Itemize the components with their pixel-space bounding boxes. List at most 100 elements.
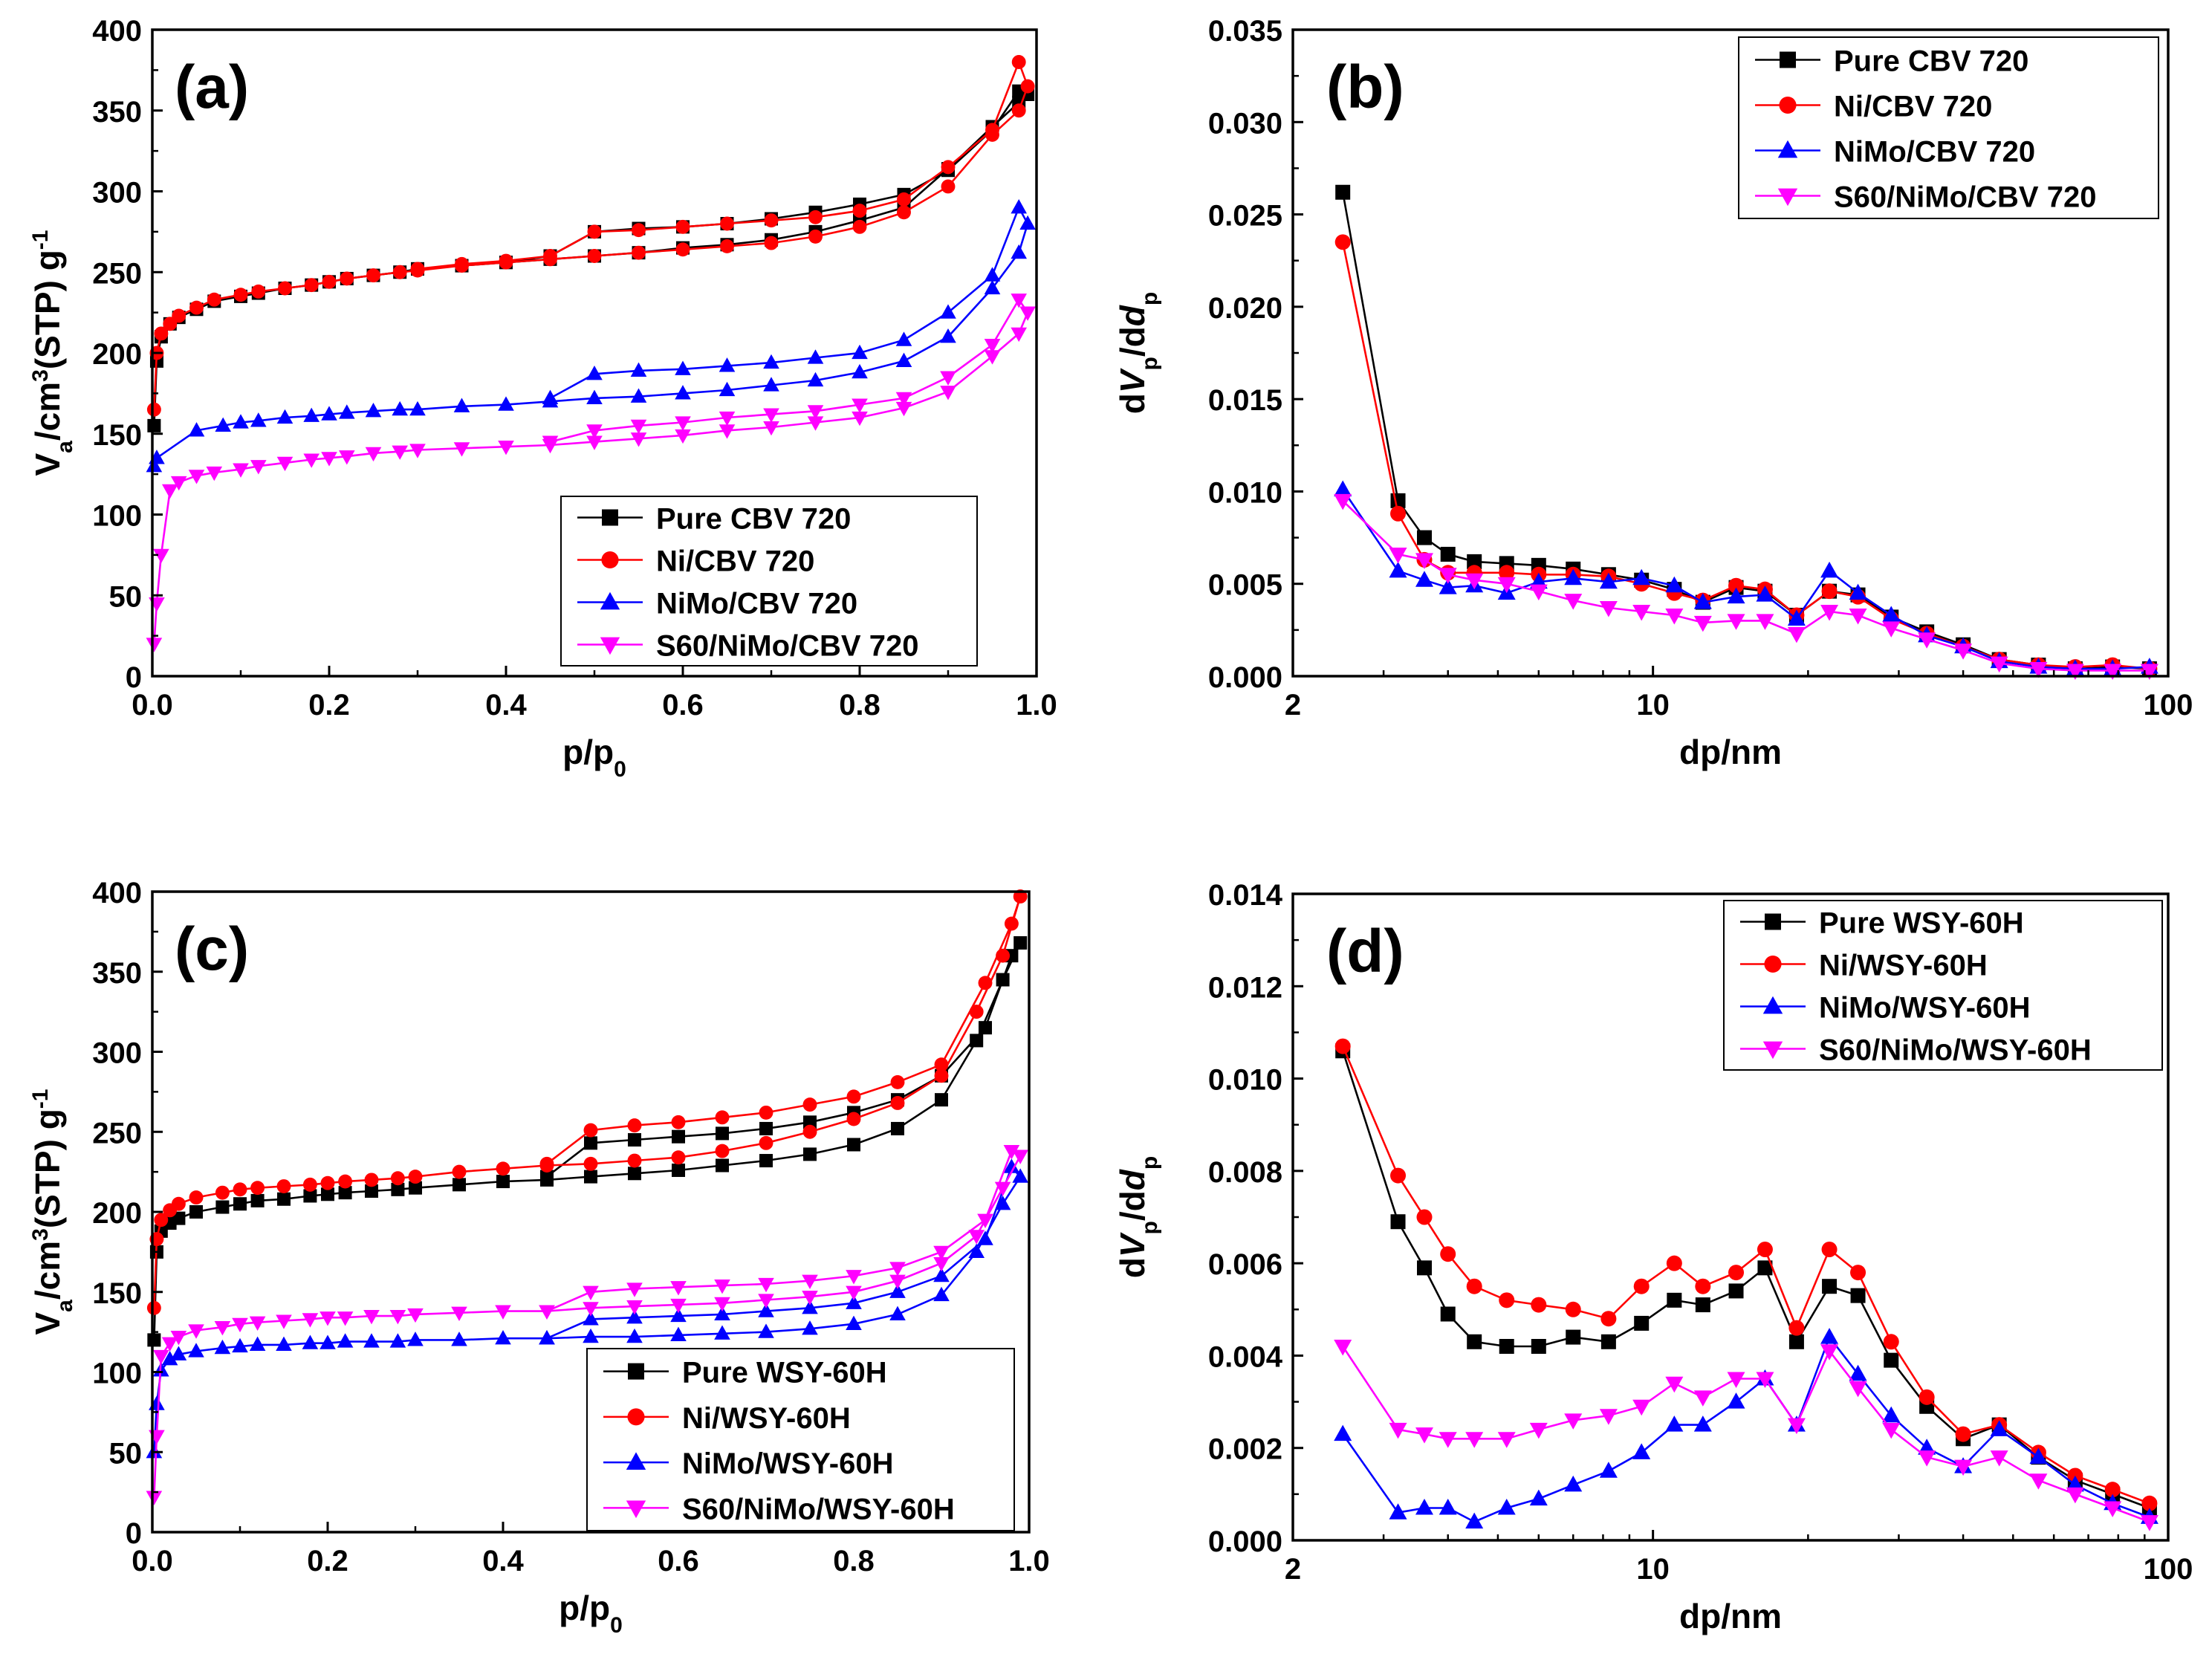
data-point [1439, 1499, 1457, 1515]
data-point [759, 1105, 773, 1120]
y-axis-label: dVp/ddp [1113, 1156, 1162, 1278]
data-point [2141, 1495, 2158, 1511]
data-point [1634, 1315, 1650, 1331]
legend-marker [1777, 140, 1798, 158]
data-point [763, 408, 779, 423]
data-point [852, 344, 868, 360]
data-point [303, 407, 320, 422]
data-point [542, 435, 559, 450]
data-point [941, 179, 956, 194]
legend-label: Ni/WSY-60H [682, 1402, 851, 1435]
data-point [584, 1136, 597, 1150]
data-point [495, 1329, 511, 1345]
data-point [170, 1330, 187, 1346]
data-point [847, 1138, 860, 1152]
data-point [1529, 1489, 1548, 1506]
legend-label: Pure WSY-60H [1819, 907, 2024, 940]
data-point [1693, 1390, 1712, 1407]
data-point [339, 404, 355, 419]
legend-label: NiMo/CBV 720 [656, 588, 857, 620]
data-point [543, 249, 557, 263]
data-point [1820, 1344, 1839, 1360]
panel-b: 0.000 0.005 0.010 0.015 0.020 0.025 0.030 0.035… [1113, 15, 2193, 771]
data-point [1334, 1424, 1352, 1441]
data-point [146, 1491, 163, 1505]
data-point [1632, 568, 1651, 586]
data-point [1011, 103, 1026, 118]
data-point [895, 392, 912, 407]
data-point [147, 418, 161, 432]
y-tick-label: 300 [92, 177, 142, 210]
data-point [250, 412, 267, 427]
data-point [451, 1332, 467, 1346]
data-point [1390, 1167, 1407, 1184]
series-line-a-1 [153, 59, 1029, 410]
data-point [1918, 632, 1936, 649]
series-a-3 [146, 293, 1036, 652]
data-point [162, 484, 178, 499]
data-point [496, 1161, 510, 1176]
data-point [1334, 1340, 1352, 1356]
series-line-b-2 [1342, 489, 2150, 670]
data-point [984, 279, 1001, 295]
data-point [852, 219, 867, 234]
data-point [1020, 79, 1035, 94]
data-point [1415, 553, 1433, 569]
data-point [994, 1181, 1011, 1196]
data-point [389, 1309, 406, 1325]
data-point [1565, 1301, 1581, 1317]
panel-label: (a) [175, 53, 249, 121]
legend-marker [1764, 955, 1782, 973]
data-point [1415, 571, 1433, 587]
data-point [1665, 608, 1684, 625]
legend-marker [601, 551, 619, 569]
data-point [1882, 1406, 1901, 1423]
data-point [584, 1170, 597, 1184]
data-point [714, 1280, 730, 1294]
data-point [276, 1179, 291, 1193]
data-point [1919, 1389, 1935, 1405]
data-point [719, 381, 736, 397]
y-tick-label: 0 [126, 661, 142, 694]
data-point [188, 422, 205, 437]
data-point [587, 224, 602, 239]
y-tick-label: 0.020 [1208, 292, 1282, 325]
data-point [941, 160, 956, 175]
data-point [2104, 1501, 2122, 1517]
legend-item: S60/NiMo/WSY-60H [1740, 1034, 2092, 1067]
data-point [996, 973, 1010, 987]
data-point [170, 476, 187, 491]
data-point [453, 1178, 466, 1192]
data-point [392, 445, 408, 460]
data-point [1600, 1334, 1616, 1349]
data-point [670, 1307, 687, 1323]
data-point [846, 1285, 862, 1300]
data-point [889, 1283, 906, 1298]
data-point [670, 1281, 687, 1296]
legend-label: NiMo/WSY-60H [1819, 992, 2030, 1025]
data-point [1497, 1499, 1516, 1515]
data-point [1416, 530, 1432, 545]
x-tick-label: 0.6 [658, 1545, 699, 1577]
data-point [276, 409, 293, 424]
data-point [895, 331, 912, 346]
data-point [1821, 1242, 1838, 1257]
legend-label: S60/NiMo/WSY-60H [1819, 1034, 2092, 1067]
data-point [232, 1337, 248, 1353]
data-point [1849, 1364, 1867, 1381]
y-tick-label: 0.008 [1208, 1156, 1282, 1189]
data-point [337, 1333, 354, 1348]
y-tick-label: 150 [92, 1277, 142, 1310]
data-point [626, 1308, 643, 1324]
data-point [1334, 1038, 1351, 1054]
data-point [846, 1315, 862, 1330]
legend-box [586, 1348, 1015, 1531]
data-point [1882, 1422, 1901, 1439]
legend-label: Pure CBV 720 [656, 503, 851, 536]
data-point [764, 213, 779, 228]
data-point [583, 1285, 599, 1300]
data-point [1633, 1278, 1650, 1294]
data-point [671, 1150, 686, 1165]
data-point [1467, 1334, 1482, 1349]
data-point [320, 1175, 335, 1190]
